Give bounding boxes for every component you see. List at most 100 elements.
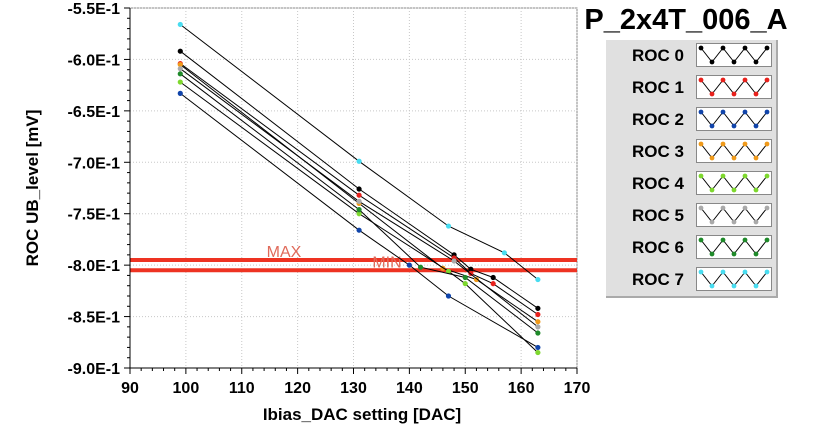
data-point: [490, 281, 496, 287]
legend-swatch: [696, 139, 772, 163]
data-point: [473, 276, 480, 283]
data-point: [177, 66, 183, 72]
legend-label: ROC 5: [632, 206, 684, 225]
legend-marker: [753, 187, 759, 193]
legend-marker: [709, 283, 715, 289]
data-point: [177, 21, 183, 28]
legend-swatch: [696, 75, 772, 99]
data-point: [177, 79, 183, 85]
legend-marker: [709, 155, 715, 161]
series-roc-2: [177, 90, 541, 351]
legend-label: ROC 1: [632, 78, 684, 97]
legend-marker: [731, 59, 737, 65]
legend-marker: [731, 155, 737, 161]
data-point: [535, 319, 541, 325]
data-point: [356, 192, 362, 198]
series-roc-0: [177, 48, 541, 311]
legend-marker: [764, 77, 770, 83]
y-tick-label: -6.0E-1: [68, 52, 121, 69]
x-tick-label: 170: [564, 380, 591, 397]
legend-swatch: [696, 235, 772, 259]
legend-marker: [720, 205, 726, 211]
legend-marker: [698, 141, 704, 147]
legend-marker: [731, 219, 737, 225]
legend-marker: [742, 173, 748, 179]
data-point: [535, 349, 541, 356]
series-line: [180, 68, 539, 328]
data-point: [451, 258, 457, 264]
legend-marker: [764, 109, 770, 115]
legend-item-roc-3[interactable]: ROC 3: [612, 138, 776, 164]
data-point: [356, 207, 362, 213]
legend-marker: [742, 141, 748, 147]
legend-marker: [698, 237, 704, 243]
data-point: [177, 90, 183, 96]
data-point: [445, 293, 452, 299]
legend-marker: [698, 45, 704, 51]
legend-marker: [742, 77, 748, 83]
series-line: [180, 63, 539, 315]
data-point: [356, 186, 362, 192]
legend-swatch: [696, 171, 772, 195]
legend-label: ROC 2: [632, 110, 684, 129]
legend-item-roc-6[interactable]: ROC 6: [612, 234, 776, 260]
data-point: [535, 324, 541, 330]
legend-marker: [709, 91, 715, 97]
legend-marker: [698, 173, 704, 179]
legend-item-roc-4[interactable]: ROC 4: [612, 170, 776, 196]
legend-label: ROC 7: [632, 270, 684, 289]
data-point: [356, 227, 362, 233]
legend-item-roc-2[interactable]: ROC 2: [612, 106, 776, 132]
data-point: [501, 250, 507, 256]
data-point: [535, 276, 541, 283]
legend-marker: [764, 269, 770, 275]
legend-marker: [764, 173, 770, 179]
legend-marker: [764, 45, 770, 51]
data-point: [445, 223, 452, 229]
x-axis-label: Ibias_DAC setting [DAC]: [263, 405, 461, 424]
legend-item-roc-5[interactable]: ROC 5: [612, 202, 776, 228]
y-tick-label: -7.5E-1: [68, 207, 121, 224]
data-point: [417, 264, 424, 270]
legend-marker: [720, 77, 726, 83]
legend-marker: [742, 109, 748, 115]
series-roc-6: [177, 71, 541, 336]
data-point: [177, 61, 183, 68]
legend-marker: [698, 269, 704, 275]
legend-marker: [742, 45, 748, 51]
legend-label: ROC 3: [632, 142, 684, 161]
legend-item-roc-0[interactable]: ROC 0: [612, 42, 776, 68]
legend-marker: [742, 237, 748, 243]
legend-marker: [742, 205, 748, 211]
y-axis-label: ROC UB_level [mV]: [23, 110, 42, 267]
chart-title: P_2x4T_006_A: [584, 4, 788, 36]
legend-marker: [731, 123, 737, 129]
legend-marker: [753, 59, 759, 65]
legend-marker: [753, 219, 759, 225]
series-line: [179, 50, 539, 309]
legend-marker: [698, 205, 704, 211]
data-point: [462, 281, 468, 287]
data-point: [468, 266, 474, 272]
series-roc-4: [177, 79, 541, 356]
y-tick-label: -6.5E-1: [68, 104, 121, 121]
x-tick-label: 150: [452, 380, 479, 397]
legend-marker: [731, 91, 737, 97]
legend-marker: [753, 251, 759, 257]
series-roc-7: [177, 21, 541, 283]
legend-item-roc-1[interactable]: ROC 1: [612, 74, 776, 100]
x-tick-label: 140: [396, 380, 423, 397]
data-point: [490, 274, 496, 281]
legend-label: ROC 6: [632, 238, 684, 257]
legend-item-roc-7[interactable]: ROC 7: [612, 266, 776, 292]
data-point: [535, 305, 541, 311]
legend-marker: [731, 187, 737, 193]
legend-marker: [764, 237, 770, 243]
legend-marker: [753, 91, 759, 97]
legend-marker: [742, 269, 748, 275]
legend-marker: [753, 155, 759, 161]
y-tick-label: -8.0E-1: [68, 258, 121, 275]
data-point: [462, 274, 468, 281]
y-tick-label: -8.5E-1: [68, 310, 121, 327]
